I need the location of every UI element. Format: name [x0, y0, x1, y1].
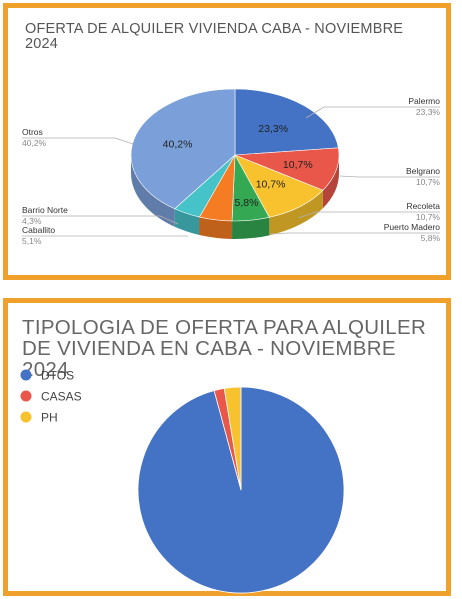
leader-line — [22, 215, 179, 225]
label-value: 5,8% — [421, 233, 441, 243]
label-value: 5,1% — [22, 236, 42, 246]
label-name: Caballito — [22, 225, 55, 235]
label-name: Otros — [22, 127, 43, 137]
pie-chart: DTOS CASAS PH — [20, 369, 345, 594]
data-label-recoleta: 10,7% — [256, 178, 286, 190]
legend-item-casas: CASAS — [20, 390, 82, 404]
pie-slices — [130, 88, 340, 222]
legend-swatch — [20, 390, 32, 402]
label-value: 10,7% — [416, 177, 441, 187]
legend-label: CASAS — [41, 390, 82, 404]
legend-item-ph: PH — [20, 411, 58, 425]
label-value: 4,3% — [22, 216, 42, 226]
pie-side-puerto-madero — [232, 217, 270, 240]
data-label-palermo: 23,3% — [258, 123, 288, 135]
pie-slices — [137, 386, 345, 594]
legend-label: PH — [41, 411, 58, 425]
leader-line — [22, 137, 134, 145]
leader-line — [339, 175, 440, 178]
label-value: 23,3% — [416, 107, 441, 117]
data-label-belgrano: 10,7% — [283, 159, 313, 171]
pie-side-belgrano — [322, 155, 339, 209]
outside-labels: Palermo23,3%Belgrano10,7%Recoleta10,7%Pu… — [22, 96, 440, 246]
legend-swatch — [20, 369, 32, 381]
label-value: 10,7% — [416, 212, 441, 222]
pie-side-caballito — [199, 217, 233, 239]
pie-slice-ph — [223, 386, 242, 491]
label-name: Puerto Madero — [384, 222, 440, 232]
label-name: Belgrano — [406, 166, 440, 176]
label-name: Recoleta — [406, 201, 440, 211]
legend: DTOS CASAS PH — [20, 369, 82, 425]
legend-item-dtos: DTOS — [20, 369, 74, 383]
chart-title: TIPOLOGIA DE OFERTA PARA ALQUILER DE VIV… — [22, 316, 427, 381]
pie-slice-recoleta — [234, 154, 324, 218]
pie-chart-3d: 23,3%10,7%10,7%5,8%40,2%Palermo23,3%Belg… — [22, 88, 440, 246]
label-value: 40,2% — [22, 138, 47, 148]
chart-panel-district: OFERTA DE ALQUILER VIVIENDA CABA - NOVIE… — [3, 3, 451, 280]
data-label-puerto-madero: 5,8% — [235, 197, 259, 209]
leader-line — [269, 232, 440, 235]
chart-panel-typology: TIPOLOGIA DE OFERTA PARA ALQUILER DE VIV… — [3, 298, 451, 596]
pie-side-barrio-norte — [174, 208, 200, 236]
pie-side-otros — [131, 155, 175, 227]
leader-line — [297, 211, 440, 219]
legend-swatch — [20, 411, 32, 423]
label-name: Barrio Norte — [22, 205, 68, 215]
leader-line — [305, 106, 440, 119]
pie-slice-belgrano — [234, 147, 340, 191]
pie-slice-palermo — [234, 88, 339, 156]
inside-labels: 23,3% 10,7% 10,7% 5,8% 40,2% — [163, 123, 313, 209]
data-label-otros: 40,2% — [163, 138, 193, 150]
chart-title: OFERTA DE ALQUILER VIVIENDA CABA - NOVIE… — [25, 21, 404, 52]
label-name: Palermo — [408, 96, 440, 106]
pie-slice-otros — [130, 88, 236, 210]
legend-label: DTOS — [41, 369, 74, 383]
